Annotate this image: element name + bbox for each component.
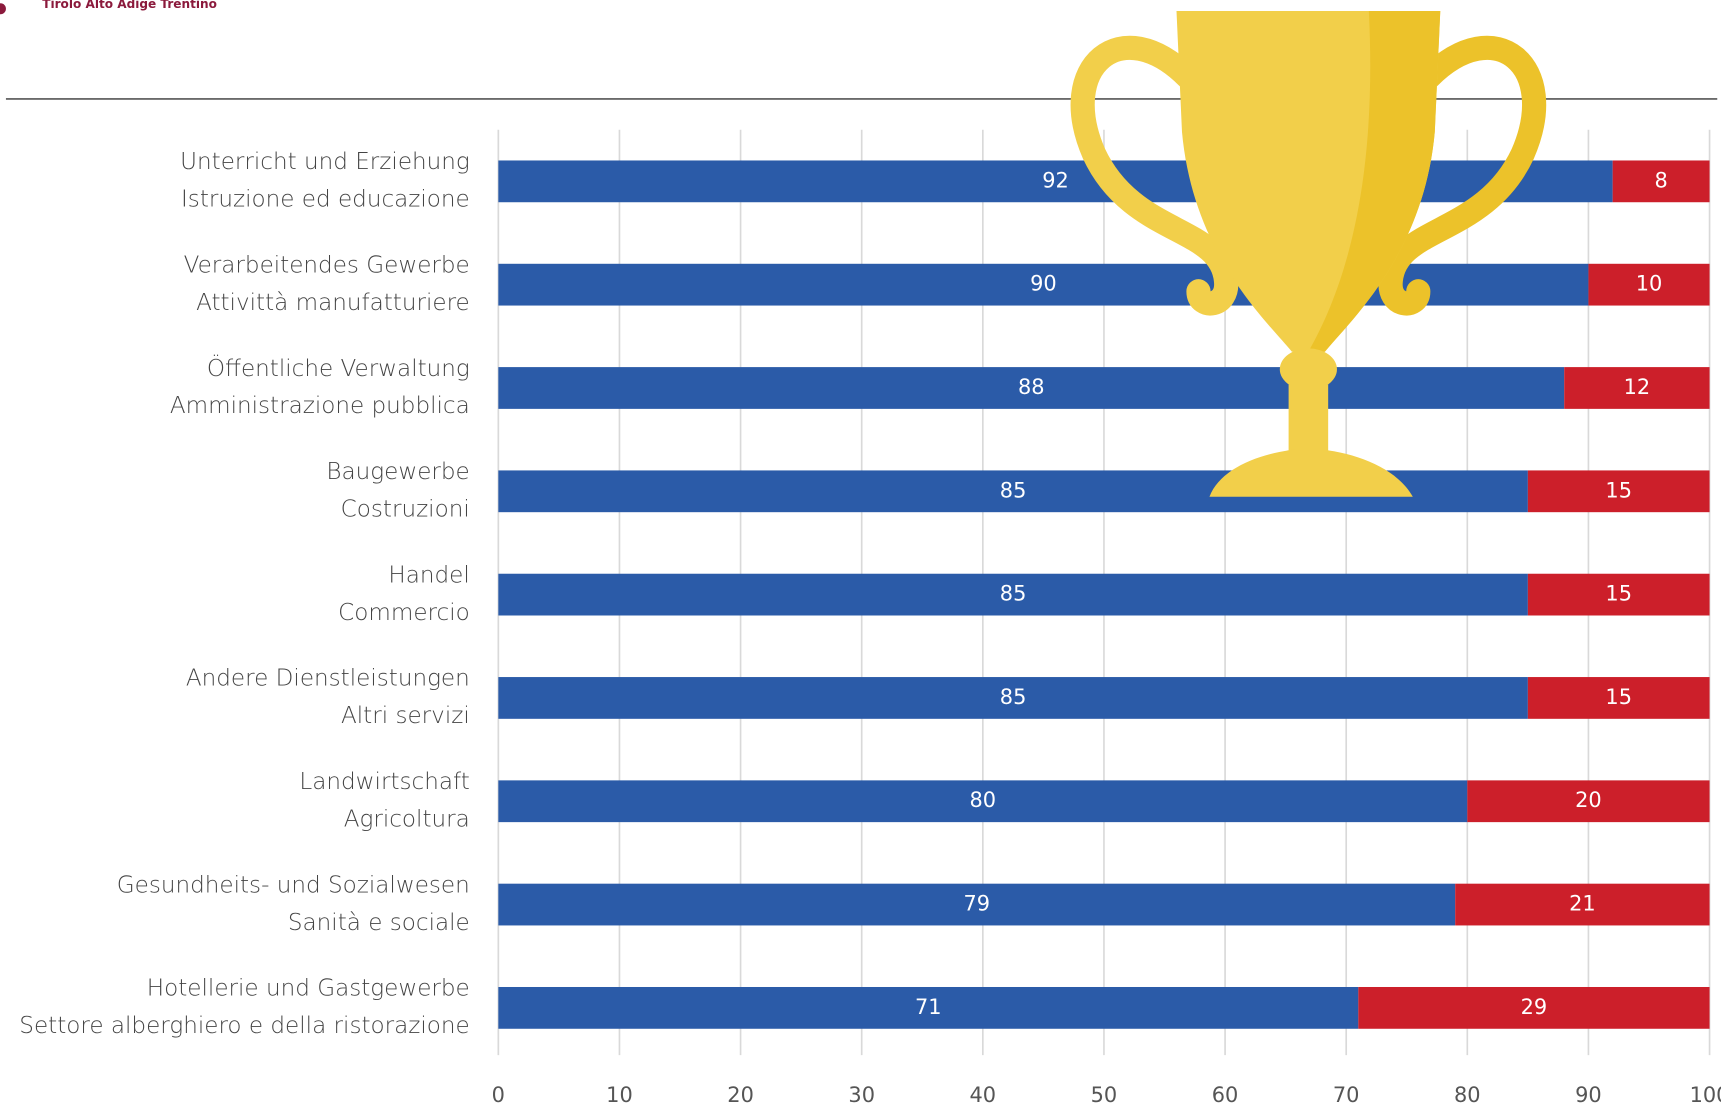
x-tick-label: 70: [1333, 1083, 1360, 1107]
bar-segment: [1358, 986, 1710, 1029]
value-label: 85: [1000, 582, 1027, 606]
category-label: Unterricht und Erziehung: [180, 149, 470, 175]
category-label: Altri servizi: [341, 703, 470, 729]
bar-segment: [1467, 780, 1710, 823]
category-label: Commercio: [338, 600, 470, 626]
value-label: 21: [1569, 892, 1596, 916]
value-label: 88: [1018, 375, 1045, 399]
category-label: Landwirtschaft: [299, 769, 469, 795]
bar-segment: [498, 367, 1565, 409]
value-label: 85: [1000, 685, 1027, 709]
trophy-knot: [1279, 348, 1337, 391]
category-label: Agricoltura: [344, 806, 470, 832]
trophy-stem: [1288, 384, 1329, 453]
category-label: Verarbeitendes Gewerbe: [184, 252, 470, 278]
x-tick-label: 30: [848, 1083, 875, 1107]
category-label: Settore alberghiero e della ristorazione: [19, 1013, 469, 1039]
bar-segment: [498, 883, 1456, 926]
bar-segment: [498, 780, 1468, 823]
value-label: 71: [915, 995, 942, 1019]
trophy-handle-left: [1070, 35, 1239, 316]
bar-segment: [1564, 367, 1710, 409]
bar-segment: [1527, 677, 1710, 719]
category-label: Sanità e sociale: [288, 910, 470, 936]
logo-dot: [0, 3, 6, 15]
value-label: 15: [1605, 582, 1632, 606]
bar-segment: [1527, 573, 1710, 616]
category-label: Handel: [388, 562, 469, 588]
value-label: 20: [1575, 788, 1602, 812]
trophy: [1070, 10, 1546, 497]
category-label: Öffentliche Verwaltung: [207, 354, 470, 382]
category-label: Baugewerbe: [326, 459, 469, 485]
value-label: 10: [1636, 272, 1663, 296]
bar-segment: [1588, 263, 1710, 306]
x-tick-label: 10: [606, 1083, 633, 1107]
value-label: 79: [963, 892, 990, 916]
value-label: 80: [970, 788, 997, 812]
bar-segment: [1612, 160, 1710, 203]
bars: Unterricht und Erziehung Istruzione ed ed…: [19, 149, 1710, 1039]
trophy-handle-right: [1378, 35, 1546, 316]
bar-segment: [1455, 883, 1710, 926]
value-label: 29: [1521, 995, 1548, 1019]
value-label: 92: [1042, 168, 1069, 192]
x-tick-label: 20: [727, 1083, 754, 1107]
x-tick-label: 0: [492, 1083, 505, 1107]
bar-segment: [1527, 470, 1710, 513]
category-label: Andere Dienstleistungen: [186, 666, 470, 692]
x-tick-label: 80: [1454, 1083, 1481, 1107]
value-label: 8: [1654, 168, 1667, 192]
bar-segment: [498, 573, 1528, 616]
value-label: 15: [1605, 685, 1632, 709]
x-tick-label: 60: [1212, 1083, 1239, 1107]
value-label: 85: [1000, 478, 1027, 502]
value-label: 12: [1624, 375, 1651, 399]
category-label: Amministrazione pubblica: [170, 393, 470, 419]
trophy-base: [1209, 448, 1413, 497]
x-tick-label: 100: [1690, 1083, 1721, 1107]
category-label: Attivittà manufatturiere: [196, 290, 470, 316]
x-tick-label: 50: [1091, 1083, 1118, 1107]
category-label: Hotellerie und Gastgewerbe: [147, 976, 470, 1002]
category-label: Costruzioni: [341, 496, 470, 522]
value-label: 90: [1030, 272, 1057, 296]
x-tick-label: 90: [1575, 1083, 1602, 1107]
category-label: Gesundheits- und Sozialwesen: [117, 872, 470, 898]
bar-segment: [498, 986, 1359, 1029]
bar-segment: [498, 677, 1528, 719]
header-text: Tirolo Alto Adige Trentino: [42, 0, 217, 11]
category-label: Istruzione ed educazione: [181, 187, 470, 213]
x-tick-label: 40: [970, 1083, 997, 1107]
trophy-cup-shade: [1308, 10, 1441, 352]
value-label: 15: [1605, 478, 1632, 502]
